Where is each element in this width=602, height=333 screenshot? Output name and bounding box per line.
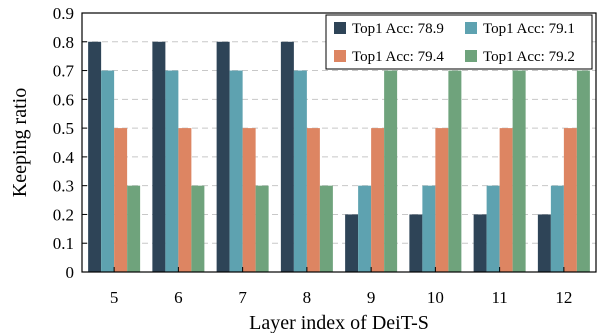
bar	[293, 70, 307, 272]
y-tick-label: 0.5	[53, 119, 74, 138]
bar	[384, 70, 398, 272]
bar	[499, 128, 513, 272]
y-axis-title: Keeping ratio	[9, 88, 31, 197]
bar	[178, 128, 192, 272]
y-tick-label: 0.3	[53, 177, 74, 196]
bar	[550, 185, 564, 272]
x-tick-label: 6	[174, 288, 183, 307]
bar	[422, 185, 436, 272]
bar	[242, 128, 256, 272]
bar	[280, 41, 294, 273]
y-axis: 0 0.1 0.2 0.3 0.4 0.5 0.6 0.7 0.8 0.9	[53, 4, 87, 282]
bar	[152, 41, 166, 273]
x-tick-label: 5	[110, 288, 119, 307]
bar	[563, 128, 577, 272]
x-tick-label: 7	[238, 288, 247, 307]
plot-frame	[81, 12, 597, 273]
x-axis-title: Layer index of DeiT-S	[249, 312, 429, 333]
bar	[537, 214, 551, 272]
legend-label: Top1 Acc: 79.4	[352, 49, 444, 65]
bar	[319, 185, 333, 272]
y-tick-label: 0.2	[53, 205, 74, 224]
x-axis: 5 6 7 8 9 10 11 12	[110, 267, 572, 307]
y-tick-label: 0.6	[53, 90, 74, 109]
y-tick-label: 0	[66, 263, 75, 282]
bar	[306, 128, 320, 272]
bar	[409, 214, 423, 272]
legend: Top1 Acc: 78.9 Top1 Acc: 79.1 Top1 Acc: 79…	[325, 14, 593, 70]
bar	[448, 70, 462, 272]
legend-box	[325, 14, 593, 70]
legend-swatch	[465, 22, 477, 34]
legend-swatch	[334, 50, 346, 62]
bar	[191, 185, 205, 272]
y-tick-label: 0.1	[53, 234, 74, 253]
bar	[358, 185, 372, 272]
bar	[512, 70, 526, 272]
bar	[576, 70, 590, 272]
y-tick-label: 0.8	[53, 33, 74, 52]
bar	[371, 128, 385, 272]
bar	[435, 128, 449, 272]
bar	[345, 214, 359, 272]
y-tick-label: 0.9	[53, 4, 74, 23]
bar	[165, 70, 179, 272]
x-tick-label: 12	[555, 288, 572, 307]
x-tick-label: 8	[303, 288, 312, 307]
bar	[101, 70, 115, 272]
bar	[486, 185, 500, 272]
bar	[127, 185, 141, 272]
legend-swatch	[334, 22, 346, 34]
x-tick-label: 10	[427, 288, 444, 307]
x-tick-label: 9	[367, 288, 376, 307]
bar	[216, 41, 230, 273]
x-tick-label: 11	[491, 288, 507, 307]
bar	[229, 70, 243, 272]
legend-label: Top1 Acc: 78.9	[352, 21, 444, 37]
bars	[88, 41, 590, 273]
y-tick-label: 0.7	[53, 62, 75, 81]
legend-label: Top1 Acc: 79.2	[483, 49, 575, 65]
bar	[114, 128, 128, 272]
y-tick-label: 0.4	[53, 148, 75, 167]
legend-swatch	[465, 50, 477, 62]
bar	[88, 41, 102, 273]
bar	[473, 214, 487, 272]
legend-label: Top1 Acc: 79.1	[483, 21, 575, 37]
bar	[255, 185, 269, 272]
